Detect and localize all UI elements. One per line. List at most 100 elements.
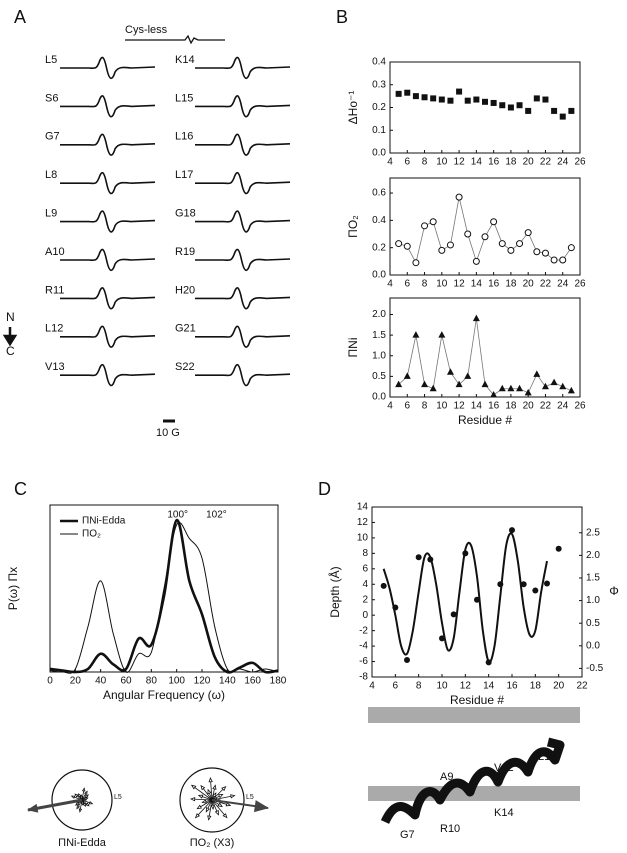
x-tick-label: 4	[369, 681, 375, 692]
helix-label: A9	[440, 771, 453, 783]
marker	[380, 582, 387, 589]
residue-label: L9	[45, 208, 57, 220]
residue-label: R11	[45, 284, 64, 296]
marker	[568, 107, 575, 114]
x-tick-label: 160	[244, 676, 261, 687]
helix-label: L16	[538, 751, 556, 763]
vector-head	[207, 815, 212, 821]
vector-head	[208, 777, 213, 783]
x-tick-label: 6	[404, 279, 410, 290]
x-tick-label: 14	[471, 401, 483, 412]
direction-arrow	[2, 327, 18, 347]
marker	[567, 244, 575, 252]
vector-circle	[51, 769, 113, 831]
vector-head	[201, 799, 207, 804]
residue-label: G21	[175, 323, 196, 335]
y-tick-label: -6	[359, 656, 368, 667]
marker	[490, 390, 498, 398]
marker	[516, 240, 524, 248]
y-tick-label: 1.5	[372, 330, 386, 341]
marker	[395, 240, 403, 248]
x-tick-label: 22	[540, 401, 552, 412]
x-tick-label: 18	[505, 279, 517, 290]
vector-head	[84, 797, 89, 801]
vector-head	[88, 801, 94, 805]
x-tick-label: 16	[488, 157, 500, 168]
residue-label: L17	[175, 169, 193, 181]
residue-label: L8	[45, 169, 57, 181]
vector-head	[194, 813, 201, 819]
epr-spectrum	[60, 171, 156, 195]
vector-head	[200, 784, 206, 791]
y-tick-label: 1.0	[372, 350, 386, 361]
x-tick-label: 12	[454, 157, 466, 168]
x-tick-label: 100	[168, 676, 185, 687]
y-axis-label: Depth (Å)	[327, 566, 342, 617]
epr-spectrum	[60, 95, 156, 118]
vector-head	[253, 800, 270, 813]
marker	[555, 545, 562, 552]
marker	[404, 89, 411, 96]
x-tick-label: 6	[404, 401, 410, 412]
vector-head	[230, 794, 236, 799]
vector-head	[189, 797, 196, 802]
marker	[456, 88, 463, 95]
x-tick-label: 0	[47, 676, 53, 687]
y2-tick-label: 0.0	[586, 640, 600, 651]
x-axis-label: Residue #	[450, 693, 504, 707]
x-tick-label: 80	[146, 676, 158, 687]
x-tick-label: 24	[557, 401, 569, 412]
marker	[525, 107, 532, 114]
legend-label: ΠO₂	[82, 529, 101, 540]
epr-spectrum	[195, 56, 291, 80]
y-tick-label: 0.2	[372, 102, 386, 113]
vector-head	[83, 790, 88, 796]
vector-head	[75, 801, 80, 806]
marker	[524, 388, 532, 396]
y-axis-label: ΠO₂	[346, 215, 360, 238]
marker	[429, 218, 437, 226]
residue-label: V13	[45, 361, 65, 373]
marker	[472, 314, 480, 322]
series-line	[382, 532, 548, 664]
vector-head	[222, 813, 228, 819]
vector-head	[78, 793, 82, 798]
residue-label: S6	[45, 92, 58, 104]
residue-label: K14	[175, 54, 195, 66]
marker	[421, 94, 428, 101]
residue-label: L12	[45, 323, 63, 335]
x-tick-label: 8	[416, 681, 422, 692]
y-tick-label: 0.2	[372, 242, 386, 253]
helix-label: G7	[400, 829, 415, 841]
panel-label: A	[14, 7, 26, 27]
helix-label: V12	[494, 762, 514, 774]
residue-label: R19	[175, 246, 195, 258]
marker	[550, 256, 558, 264]
y-tick-label: 0.0	[372, 270, 386, 281]
marker	[403, 242, 411, 250]
x-tick-label: 20	[70, 676, 82, 687]
marker	[499, 102, 506, 109]
y-tick-label: -4	[359, 641, 368, 652]
vector-head	[82, 802, 86, 807]
marker	[507, 246, 515, 254]
marker	[490, 218, 498, 226]
y-tick-label: 0.4	[372, 57, 386, 68]
y-axis-label: P(ω) Πx	[6, 567, 20, 610]
x-tick-label: 4	[387, 401, 393, 412]
marker	[520, 581, 527, 588]
plot-frame	[389, 177, 581, 276]
x-tick-label: 22	[540, 157, 552, 168]
y-axis-label: ΔHo⁻¹	[346, 91, 360, 125]
marker	[559, 113, 566, 120]
epr-spectrum	[60, 56, 156, 80]
marker	[395, 380, 403, 388]
residue-label: G7	[45, 131, 60, 143]
marker	[472, 257, 480, 265]
plot-frame	[371, 506, 583, 678]
x-tick-label: 12	[454, 279, 466, 290]
vector-label: ΠO₂ (X3)	[190, 837, 235, 849]
x-tick-label: 16	[488, 401, 500, 412]
marker	[516, 102, 523, 109]
